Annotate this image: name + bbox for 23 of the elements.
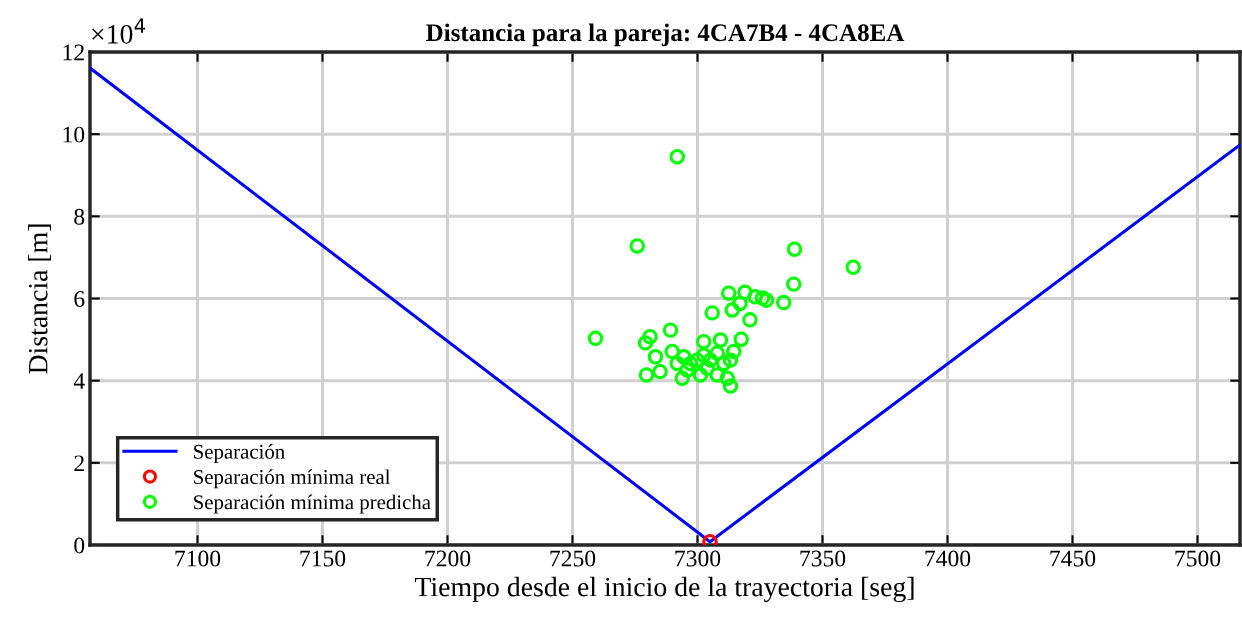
x-axis-title: Tiempo desde el inicio de la trayectoria [seg] (414, 576, 914, 603)
x-tick-label: 7450 (1050, 550, 1096, 567)
y-tick-label: 2 (74, 455, 84, 472)
x-tick-label: 7100 (175, 550, 221, 567)
legend-label: Separación mínima predicha (194, 494, 431, 514)
y-tick-label: 6 (74, 291, 85, 307)
x-tick-label: 7400 (925, 550, 971, 567)
x-tick-label: 7250 (550, 550, 596, 567)
legend-label: Separación mínima real (194, 469, 391, 489)
legend-label: Separación (194, 444, 285, 463)
y-tick-label: 4 (73, 373, 85, 389)
y-tick-label: 12 (63, 44, 84, 61)
y-axis-title: Distancia [m] (28, 224, 51, 374)
x-tick-label: 7200 (425, 550, 471, 567)
y-tick-label: 0 (74, 537, 85, 554)
text: ×10$^{4}$ (92, 18, 145, 44)
x-tick-label: 7300 (675, 550, 721, 567)
x-tick-label: 7350 (800, 550, 846, 567)
x-tick-label: 7150 (300, 550, 346, 567)
chart-title: Distancia para la pareja: 4CA7B4 - 4CA8EA (426, 23, 905, 47)
x-tick-label: 7500 (1175, 550, 1221, 567)
y-tick-label: 8 (74, 208, 85, 225)
y-tick-label: 10 (63, 126, 85, 143)
